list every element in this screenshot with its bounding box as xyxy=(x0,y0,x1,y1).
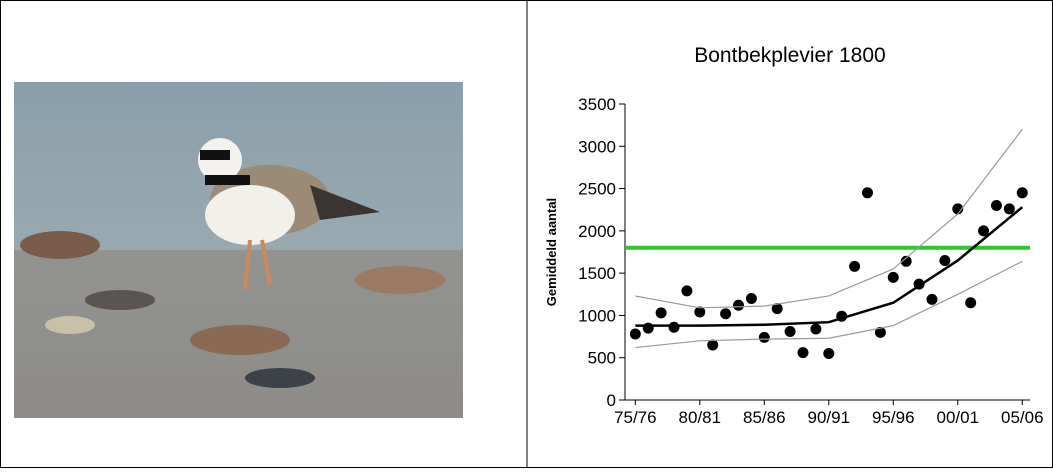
y-tick-label: 3000 xyxy=(578,137,616,156)
data-point xyxy=(939,254,951,266)
x-tick-label: 75/76 xyxy=(614,408,657,427)
trend-line xyxy=(635,206,1024,327)
x-tick-label: 95/96 xyxy=(872,408,915,427)
y-tick-label: 500 xyxy=(588,349,616,368)
x-tick-label: 05/06 xyxy=(1001,408,1044,427)
data-point xyxy=(733,299,745,311)
data-point xyxy=(965,297,977,309)
data-point xyxy=(900,255,912,267)
trend-line xyxy=(635,260,1023,349)
y-tick-label: 2000 xyxy=(578,222,616,241)
y-tick-label: 1000 xyxy=(578,306,616,325)
data-point xyxy=(978,225,990,237)
y-tick-label: 3500 xyxy=(578,95,616,114)
data-point xyxy=(694,306,706,318)
trend-line xyxy=(635,129,1023,309)
y-tick-label: 0 xyxy=(607,391,616,410)
data-point xyxy=(1016,187,1028,199)
data-point xyxy=(849,260,861,272)
data-point xyxy=(745,293,757,305)
data-point xyxy=(823,347,835,359)
data-point xyxy=(642,322,654,334)
bird-photo xyxy=(14,82,463,418)
data-point xyxy=(758,331,770,343)
data-point xyxy=(797,347,809,359)
x-tick-label: 80/81 xyxy=(679,408,722,427)
x-tick-label: 00/01 xyxy=(936,408,979,427)
x-tick-label: 90/91 xyxy=(808,408,851,427)
data-point xyxy=(707,339,719,351)
data-point xyxy=(668,321,680,333)
data-point xyxy=(887,271,899,283)
data-point xyxy=(874,326,886,338)
data-point xyxy=(926,293,938,305)
data-point xyxy=(861,187,873,199)
x-tick-label: 85/86 xyxy=(743,408,786,427)
data-point xyxy=(990,199,1002,211)
data-point xyxy=(1003,203,1015,215)
data-point xyxy=(810,323,822,335)
data-point xyxy=(629,328,641,340)
chart-title: Bontbekplevier 1800 xyxy=(694,44,885,67)
data-point xyxy=(720,308,732,320)
y-axis-label: Gemiddeld aantal xyxy=(544,198,559,306)
data-point xyxy=(952,203,964,215)
data-point xyxy=(681,285,693,297)
y-tick-label: 1500 xyxy=(578,264,616,283)
data-point xyxy=(655,307,667,319)
y-tick-label: 2500 xyxy=(578,180,616,199)
data-point xyxy=(771,303,783,315)
data-point xyxy=(784,325,796,337)
